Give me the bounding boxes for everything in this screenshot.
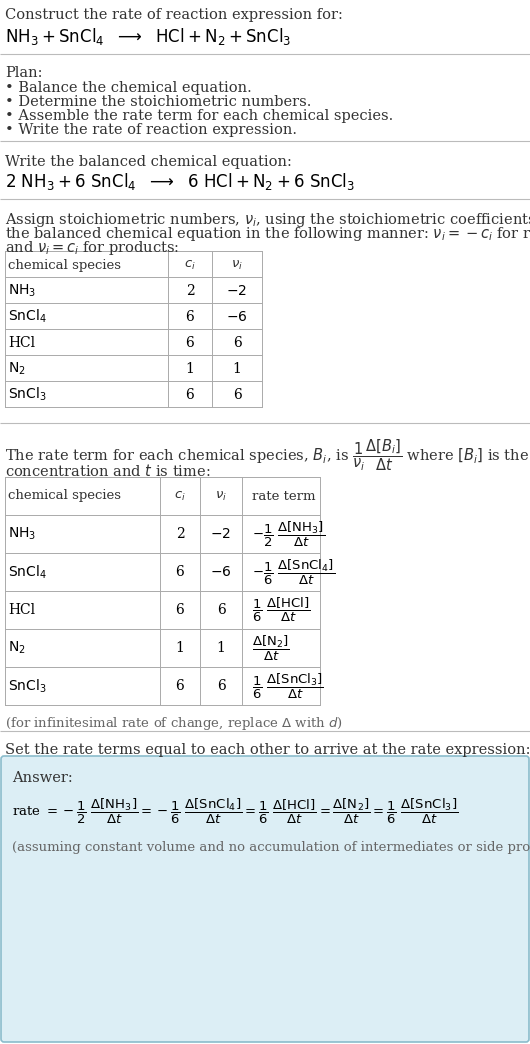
Text: 6: 6 [233,335,241,350]
Text: $\nu_i$: $\nu_i$ [231,259,243,271]
Text: HCl: HCl [8,603,35,617]
Text: 6: 6 [186,309,195,324]
Text: • Determine the stoichiometric numbers.: • Determine the stoichiometric numbers. [5,95,312,109]
Text: $\mathrm{2\ NH_3 + 6\ SnCl_4}$  $\longrightarrow$  $\mathrm{6\ HCl + N_2 + 6\ Sn: $\mathrm{2\ NH_3 + 6\ SnCl_4}$ $\longrig… [5,171,355,192]
Text: The rate term for each chemical species, $B_i$, is $\dfrac{1}{\nu_i}\dfrac{\Delt: The rate term for each chemical species,… [5,437,530,473]
Text: $-\dfrac{1}{6}\ \dfrac{\Delta[\mathrm{SnCl_4}]}{\Delta t}$: $-\dfrac{1}{6}\ \dfrac{\Delta[\mathrm{Sn… [252,557,335,587]
Text: the balanced chemical equation in the following manner: $\nu_i = -c_i$ for react: the balanced chemical equation in the fo… [5,226,530,243]
Text: $\mathrm{NH_3 + SnCl_4}$  $\longrightarrow$  $\mathrm{HCl + N_2 + SnCl_3}$: $\mathrm{NH_3 + SnCl_4}$ $\longrightarro… [5,26,292,47]
Text: Answer:: Answer: [12,772,73,785]
Text: 1: 1 [186,361,195,376]
Text: rate term: rate term [252,490,315,502]
Text: $\nu_i$: $\nu_i$ [215,490,227,502]
Text: • Assemble the rate term for each chemical species.: • Assemble the rate term for each chemic… [5,109,393,123]
Text: 1: 1 [175,641,184,655]
Text: Write the balanced chemical equation:: Write the balanced chemical equation: [5,155,292,169]
Text: 1: 1 [233,361,242,376]
Text: (for infinitesimal rate of change, replace $\Delta$ with $d$): (for infinitesimal rate of change, repla… [5,715,343,732]
Text: $\mathrm{N_2}$: $\mathrm{N_2}$ [8,640,26,657]
Text: 2: 2 [175,527,184,541]
Text: 1: 1 [217,641,225,655]
Text: $\mathrm{SnCl_3}$: $\mathrm{SnCl_3}$ [8,678,47,694]
Text: chemical species: chemical species [8,490,121,502]
Text: (assuming constant volume and no accumulation of intermediates or side products): (assuming constant volume and no accumul… [12,841,530,854]
Text: $\mathrm{NH_3}$: $\mathrm{NH_3}$ [8,526,37,542]
Text: $\dfrac{1}{6}\ \dfrac{\Delta[\mathrm{HCl}]}{\Delta t}$: $\dfrac{1}{6}\ \dfrac{\Delta[\mathrm{HCl… [252,596,311,624]
Text: $\dfrac{1}{6}\ \dfrac{\Delta[\mathrm{SnCl_3}]}{\Delta t}$: $\dfrac{1}{6}\ \dfrac{\Delta[\mathrm{SnC… [252,671,324,701]
Text: $-2$: $-2$ [226,284,248,298]
Text: $-\dfrac{1}{2}\ \dfrac{\Delta[\mathrm{NH_3}]}{\Delta t}$: $-\dfrac{1}{2}\ \dfrac{\Delta[\mathrm{NH… [252,519,325,548]
Text: $\dfrac{\Delta[\mathrm{N_2}]}{\Delta t}$: $\dfrac{\Delta[\mathrm{N_2}]}{\Delta t}$ [252,634,290,663]
Text: 6: 6 [175,679,184,693]
Text: • Write the rate of reaction expression.: • Write the rate of reaction expression. [5,123,297,137]
Text: $c_i$: $c_i$ [184,259,196,271]
Text: 6: 6 [217,603,225,617]
Text: $\mathrm{SnCl_4}$: $\mathrm{SnCl_4}$ [8,308,47,326]
Text: 6: 6 [175,565,184,579]
Text: Assign stoichiometric numbers, $\nu_i$, using the stoichiometric coefficients, $: Assign stoichiometric numbers, $\nu_i$, … [5,211,530,229]
Text: $-6$: $-6$ [226,309,248,324]
Text: • Balance the chemical equation.: • Balance the chemical equation. [5,81,252,95]
Text: $\mathrm{SnCl_3}$: $\mathrm{SnCl_3}$ [8,386,47,403]
Text: 6: 6 [175,603,184,617]
Text: Construct the rate of reaction expression for:: Construct the rate of reaction expressio… [5,8,343,22]
Text: chemical species: chemical species [8,259,121,271]
Text: $-6$: $-6$ [210,565,232,579]
Text: 6: 6 [186,387,195,402]
Text: $\mathrm{SnCl_4}$: $\mathrm{SnCl_4}$ [8,564,47,580]
Text: $\mathrm{N_2}$: $\mathrm{N_2}$ [8,360,26,377]
FancyBboxPatch shape [1,756,529,1042]
Text: $c_i$: $c_i$ [174,490,186,502]
Text: HCl: HCl [8,335,35,350]
Text: rate $= -\dfrac{1}{2}\ \dfrac{\Delta[\mathrm{NH_3}]}{\Delta t}= -\dfrac{1}{6}\ \: rate $= -\dfrac{1}{2}\ \dfrac{\Delta[\ma… [12,797,458,826]
Text: 6: 6 [217,679,225,693]
Text: Set the rate terms equal to each other to arrive at the rate expression:: Set the rate terms equal to each other t… [5,743,530,757]
Text: 6: 6 [186,335,195,350]
Text: $-2$: $-2$ [210,527,232,541]
Text: 6: 6 [233,387,241,402]
Text: Plan:: Plan: [5,66,42,80]
Text: $\mathrm{NH_3}$: $\mathrm{NH_3}$ [8,282,37,299]
Text: 2: 2 [186,284,195,298]
Text: and $\nu_i = c_i$ for products:: and $\nu_i = c_i$ for products: [5,239,179,257]
Text: concentration and $t$ is time:: concentration and $t$ is time: [5,462,210,479]
